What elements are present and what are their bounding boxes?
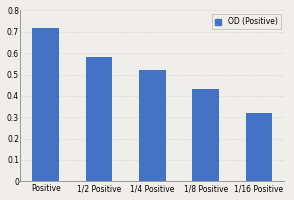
Bar [139,70,166,181]
Bar [192,89,219,181]
Bar [246,113,272,181]
Bar [86,57,112,181]
Bar [32,28,59,181]
Legend: OD (Positive): OD (Positive) [212,14,280,29]
